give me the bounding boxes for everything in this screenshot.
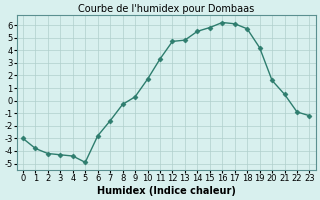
- Title: Courbe de l'humidex pour Dombaas: Courbe de l'humidex pour Dombaas: [78, 4, 254, 14]
- X-axis label: Humidex (Indice chaleur): Humidex (Indice chaleur): [97, 186, 236, 196]
